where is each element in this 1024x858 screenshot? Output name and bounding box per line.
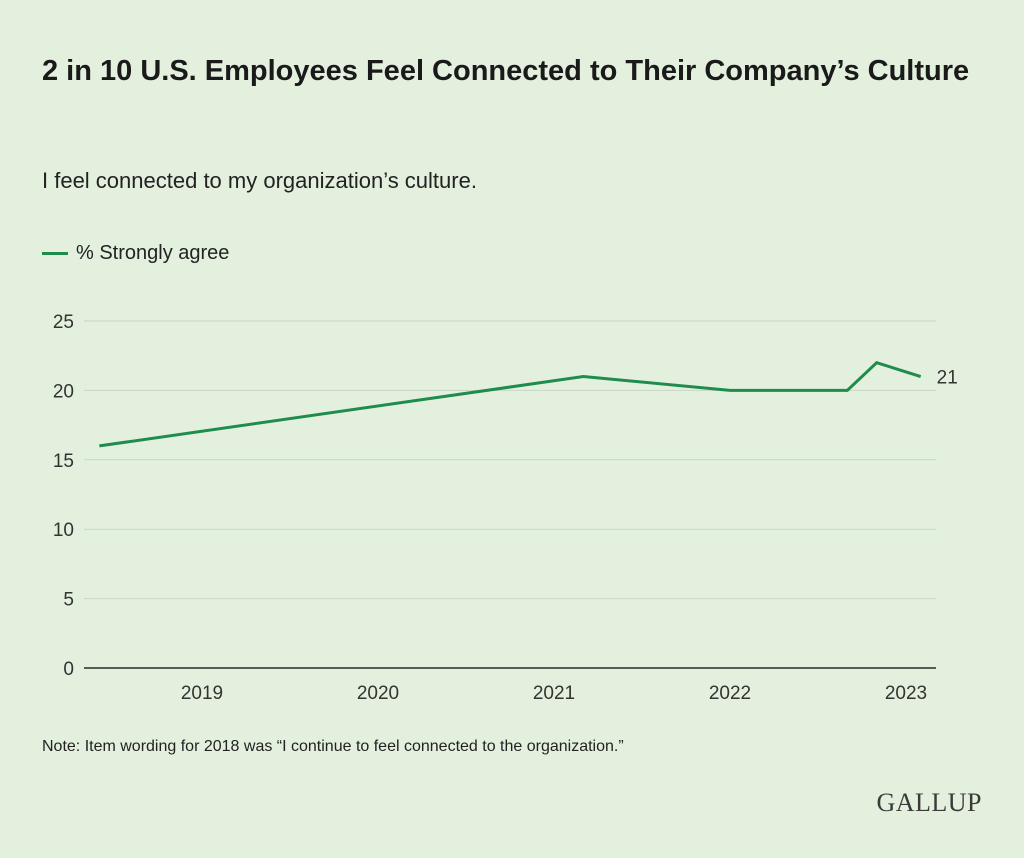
x-tick-label: 2020	[357, 683, 399, 704]
chart-note: Note: Item wording for 2018 was “I conti…	[42, 738, 624, 755]
chart-title: 2 in 10 U.S. Employees Feel Connected to…	[42, 55, 970, 87]
x-tick-label: 2023	[885, 683, 927, 704]
x-tick-label: 2019	[181, 683, 223, 704]
end-value-label: 21	[937, 368, 958, 389]
y-tick-label: 15	[53, 451, 74, 472]
y-tick-label: 20	[53, 381, 74, 402]
x-tick-label: 2021	[533, 683, 575, 704]
x-tick-label: 2022	[709, 683, 751, 704]
y-tick-label: 10	[53, 520, 74, 541]
series-line	[99, 360, 922, 448]
y-tick-label: 0	[63, 659, 74, 680]
legend: % Strongly agree	[42, 242, 229, 265]
legend-line-swatch	[42, 252, 68, 255]
chart-subtitle: I feel connected to my organization’s cu…	[42, 168, 477, 193]
legend-label: % Strongly agree	[76, 242, 230, 264]
y-tick-label: 25	[53, 312, 74, 333]
gallup-logo: GALLUP	[876, 788, 982, 817]
y-tick-label: 5	[63, 590, 74, 611]
